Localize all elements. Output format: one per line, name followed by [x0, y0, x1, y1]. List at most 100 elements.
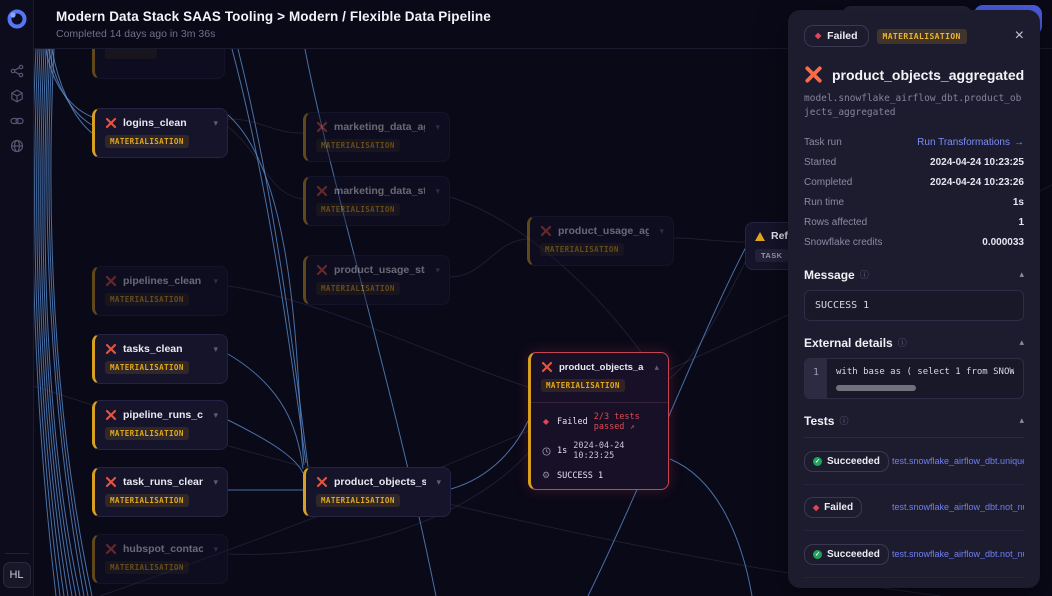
chevron-down-icon[interactable]: ▾ [659, 225, 664, 236]
materialisation-badge: MATERIALISATION [105, 293, 189, 306]
dag-node-logins-clean[interactable]: logins_clean ▾ MATERIALISATION [92, 108, 228, 158]
node-status: Failed [557, 417, 588, 427]
dag-node-hubspot-contacts-clean[interactable]: hubspot_contacts_clean ▾ MATERIALISATION [92, 534, 228, 584]
dag-node-pipelines-clean[interactable]: pipelines_clean ▾ MATERIALISATION [92, 266, 228, 316]
detail-row: Run time 1s [804, 197, 1024, 208]
dag-node-partial[interactable] [92, 49, 225, 79]
chevron-down-icon[interactable]: ▾ [213, 476, 218, 487]
chevron-down-icon[interactable]: ▾ [213, 117, 218, 128]
arrow-right-icon: → [1014, 137, 1024, 148]
node-timestamp: 2024-04-24 10:23:25 [573, 441, 625, 461]
dag-node-task-runs-clean[interactable]: task_runs_clean ▾ MATERIALISATION [92, 467, 228, 517]
dbt-icon [105, 476, 117, 488]
dbt-icon [105, 117, 117, 129]
dag-canvas[interactable]: logins_clean ▾ MATERIALISATION marketing… [0, 49, 1052, 596]
triangle-chart-icon [755, 231, 765, 241]
chevron-down-icon[interactable]: ▾ [436, 476, 441, 487]
message-section: Message ⓘ ▴ SUCCESS 1 [804, 268, 1024, 321]
dbt-icon [316, 121, 328, 133]
pipelines-graph-icon[interactable] [10, 64, 24, 78]
dbt-icon [105, 275, 117, 287]
dbt-icon [105, 409, 117, 421]
dag-node-product-objects-aggregated-selected[interactable]: product_objects_aggregated ▴ MATERIALISA… [528, 352, 669, 490]
detail-row: Rows affected 1 [804, 217, 1024, 228]
app-logo-icon[interactable] [6, 8, 28, 30]
horizontal-scrollbar[interactable] [836, 384, 916, 391]
external-link-icon: ↗ [629, 422, 635, 432]
dag-node-product-objects-staging[interactable]: product_objects_staging ▾ MATERIALISATIO… [303, 467, 451, 517]
clock-icon [541, 446, 551, 456]
run-transformations-link[interactable]: Run Transformations → [917, 137, 1024, 148]
collapse-icon[interactable]: ▴ [1019, 415, 1024, 425]
message-content: SUCCESS 1 [804, 289, 1024, 321]
page-subtitle: Completed 14 days ago in 3m 36s [56, 27, 216, 40]
dbt-icon [541, 361, 553, 373]
divider [531, 402, 668, 403]
materialisation-badge: MATERIALISATION [540, 243, 624, 256]
materialisation-badge: MATERIALISATION [105, 494, 189, 507]
collapse-icon[interactable]: ▴ [1019, 269, 1024, 279]
materialisation-badge: MATERIALISATION [316, 203, 400, 216]
page-title: Modern Data Stack SAAS Tooling > Modern … [56, 8, 491, 24]
external-details-section: External details ⓘ ▴ 1 with base as ( se… [804, 336, 1024, 399]
detail-row: Task run Run Transformations → [804, 137, 1024, 148]
sidebar: HL [0, 0, 34, 596]
materialisation-badge: MATERIALISATION [316, 282, 400, 295]
dbt-icon [540, 225, 552, 237]
materialisation-badge: MATERIALISATION [105, 135, 189, 148]
chevron-up-icon[interactable]: ▴ [654, 361, 659, 372]
collapse-icon[interactable]: ▴ [1019, 337, 1024, 347]
node-runtime: 1s [557, 446, 568, 456]
test-status-badge: ✓ Succeeded [804, 450, 889, 472]
gear-icon: ⚙ [541, 470, 551, 480]
dbt-icon [105, 543, 117, 555]
test-link[interactable]: test.snowflake_airflow_dbt.unique_pro [892, 455, 1024, 466]
user-avatar[interactable]: HL [2, 562, 31, 588]
code-viewer: 1 with base as ( select 1 from SNOWFLAKE [804, 357, 1024, 399]
check-circle-icon: ✓ [813, 456, 822, 466]
dag-node-marketing-data-aggregated[interactable]: marketing_data_aggregated ▾ MATERIALISAT… [303, 112, 450, 162]
test-link[interactable]: test.snowflake_airflow_dbt.not_null_pr [892, 502, 1024, 513]
chevron-down-icon[interactable]: ▾ [213, 343, 218, 354]
details-panel: ◆ Failed MATERIALISATION × product_objec… [788, 10, 1040, 588]
dag-node-pipeline-runs-clean[interactable]: pipeline_runs_clean ▾ MATERIALISATION [92, 400, 228, 450]
dbt-icon [105, 343, 117, 355]
dbt-icon [804, 65, 823, 84]
globe-icon[interactable] [10, 139, 24, 153]
dbt-icon [316, 264, 328, 276]
chevron-down-icon[interactable]: ▾ [435, 121, 440, 132]
panel-title: product_objects_aggregated [832, 66, 1024, 83]
chevron-down-icon[interactable]: ▾ [213, 275, 218, 286]
test-status-badge: ✓ Succeeded [804, 544, 889, 565]
failed-diamond-icon: ◆ [542, 417, 550, 426]
detail-row: Started 2024-04-24 10:23:25 [804, 157, 1024, 168]
tests-section: Tests ⓘ ▴ ✓ Succeeded test.snowflake_airf… [804, 414, 1024, 578]
check-circle-icon: ✓ [813, 550, 822, 559]
line-number: 1 [805, 358, 827, 398]
link-icon[interactable] [9, 114, 24, 128]
dbt-icon [316, 476, 328, 488]
chevron-down-icon[interactable]: ▾ [213, 409, 218, 420]
materialisation-badge: MATERIALISATION [105, 427, 189, 440]
dag-node-product-usage-aggregated[interactable]: product_usage_aggregated ▾ MATERIALISATI… [527, 216, 674, 266]
materialisation-badge: MATERIALISATION [316, 139, 400, 152]
cube-icon[interactable] [10, 89, 24, 103]
dbt-icon [316, 185, 328, 197]
dag-node-marketing-data-staging[interactable]: marketing_data_staging ▾ MATERIALISATION [303, 176, 450, 226]
failed-diamond-icon: ◆ [813, 502, 820, 512]
task-badge: TASK [755, 249, 789, 262]
chevron-down-icon[interactable]: ▾ [213, 543, 218, 554]
dag-node-product-usage-staging[interactable]: product_usage_staging ▾ MATERIALISATION [303, 255, 450, 305]
chevron-down-icon[interactable]: ▾ [435, 185, 440, 196]
info-icon: ⓘ [897, 338, 907, 348]
dag-node-tasks-clean[interactable]: tasks_clean ▾ MATERIALISATION [92, 334, 228, 384]
chevron-down-icon[interactable]: ▾ [435, 264, 440, 275]
tests-passed-link[interactable]: 2/3 tests passed ↗ [593, 412, 640, 432]
test-link[interactable]: test.snowflake_airflow_dbt.not_null_pr [892, 549, 1024, 559]
status-badge: ◆ Failed [804, 25, 869, 47]
test-row: ✓ Succeeded test.snowflake_airflow_dbt.un… [804, 438, 1024, 485]
failed-diamond-icon: ◆ [815, 31, 822, 40]
info-icon: ⓘ [839, 416, 849, 426]
materialisation-badge: MATERIALISATION [876, 28, 967, 44]
close-icon[interactable]: × [1014, 27, 1024, 44]
